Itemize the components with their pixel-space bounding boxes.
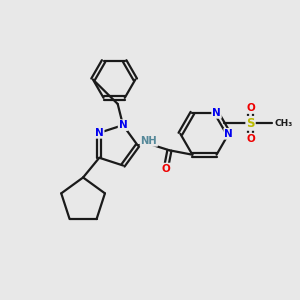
Text: S: S — [246, 117, 255, 130]
Text: N: N — [118, 120, 127, 130]
Text: O: O — [161, 164, 170, 174]
Text: N: N — [224, 129, 233, 139]
Text: O: O — [246, 134, 255, 144]
Text: N: N — [95, 128, 104, 138]
Text: O: O — [246, 103, 255, 113]
Text: CH₃: CH₃ — [275, 119, 293, 128]
Text: N: N — [212, 108, 221, 118]
Text: NH: NH — [140, 136, 157, 146]
